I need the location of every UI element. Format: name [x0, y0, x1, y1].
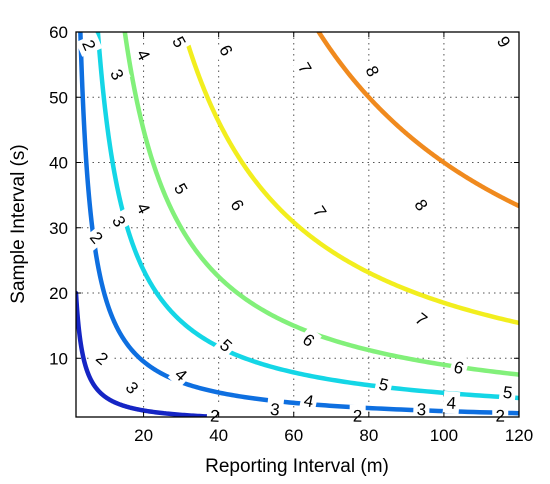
level-label-gap [167, 361, 195, 389]
level-label-group: 4 [298, 388, 319, 414]
level-label-gap [492, 404, 509, 427]
plot-frame [75, 31, 520, 418]
level-label-group: 8 [359, 59, 386, 84]
level-label: 3 [269, 400, 280, 420]
level-label-group: 7 [291, 55, 319, 81]
level-label-gap [349, 404, 366, 427]
level-label-group: 5 [165, 29, 193, 55]
contour-lines [76, 32, 519, 417]
y-tick-label: 50 [49, 88, 68, 107]
y-axis-label: Sample Interval (s) [8, 144, 29, 303]
contour-line-4 [95, 32, 519, 401]
level-label: 5 [377, 375, 390, 396]
y-tick-label: 30 [49, 219, 68, 238]
y-tick-label: 20 [49, 284, 68, 303]
x-tick-label: 20 [134, 426, 153, 445]
contour-line-5 [122, 32, 519, 377]
level-label-group: 4 [130, 196, 157, 221]
level-label-group: 2 [492, 404, 509, 427]
y-tick-label: 40 [49, 154, 68, 173]
level-label-gap [408, 305, 435, 333]
y-tick-label: 60 [49, 23, 68, 42]
level-label-group: 5 [498, 380, 517, 405]
level-label-gap [298, 388, 319, 414]
contour-line-6 [182, 32, 519, 326]
level-label-gap [75, 33, 103, 57]
level-label-group: 3 [265, 397, 285, 421]
level-label-gap [291, 55, 319, 81]
level-label-group: 6 [223, 192, 252, 218]
contour-line-2 [76, 290, 221, 417]
level-label: 3 [416, 400, 426, 419]
level-label: 2 [210, 406, 220, 425]
level-label-gap [223, 192, 252, 218]
level-label-group: 7 [306, 198, 334, 225]
level-label-group: 5 [167, 176, 195, 202]
level-label-group: 6 [295, 326, 322, 354]
level-label-group: 4 [442, 391, 461, 415]
level-label-gap [83, 224, 111, 251]
level-label: 2 [353, 407, 363, 426]
level-label-gap [373, 371, 395, 397]
level-label-group: 4 [167, 361, 195, 389]
y-tick-label: 10 [49, 349, 68, 368]
level-label-group: 2 [206, 404, 224, 428]
level-label-group: 5 [373, 371, 395, 397]
level-label-group: 2 [89, 344, 116, 372]
level-label-group: 3 [412, 397, 430, 421]
contour-line-7 [316, 32, 519, 209]
level-label-gap [130, 42, 157, 67]
x-tick-label: 80 [359, 426, 378, 445]
level-label-group: 9 [490, 29, 518, 55]
level-label-gap [212, 331, 240, 359]
level-label-gap [89, 344, 116, 372]
level-label-gap [490, 29, 518, 55]
level-label-group: 7 [408, 305, 435, 333]
level-label-gap [412, 397, 430, 421]
level-label-gap [105, 208, 133, 234]
level-label: 4 [446, 393, 457, 413]
level-label-group: 2 [75, 33, 103, 57]
level-label-gap [118, 374, 146, 401]
level-label-group: 6 [212, 37, 240, 63]
level-label-group: 3 [105, 208, 133, 234]
x-tick-label: 120 [505, 426, 533, 445]
level-label-group: 2 [83, 224, 111, 251]
level-label-group: 3 [103, 62, 131, 87]
level-label-gap [206, 404, 224, 428]
level-label-gap [359, 59, 386, 84]
level-label-group: 3 [118, 374, 146, 401]
level-label-gap [448, 354, 470, 381]
x-axis-label: Reporting Interval (m) [205, 456, 389, 477]
level-label-group: 5 [212, 331, 240, 359]
level-label-gap [407, 192, 435, 218]
level-label-group: 4 [130, 42, 157, 67]
level-label-gap [265, 397, 285, 421]
level-label-gap [103, 62, 131, 87]
level-label-gap [212, 37, 240, 63]
x-tick-label: 60 [284, 426, 303, 445]
level-label: 5 [502, 383, 514, 403]
level-label-gap [442, 391, 461, 415]
level-label: 4 [302, 391, 315, 411]
level-label-gap [167, 176, 195, 202]
x-tick-label: 40 [209, 426, 228, 445]
level-label-gap [498, 380, 517, 405]
level-label-gap [165, 29, 193, 55]
level-label-group: 8 [407, 192, 435, 218]
x-tick-label: 100 [430, 426, 458, 445]
axis-ticks: 20 40 60 80 100 120 10 20 30 40 50 60 [49, 23, 533, 445]
level-label-group: 6 [448, 354, 470, 381]
level-label: 2 [495, 407, 505, 426]
level-label-gap [295, 326, 322, 354]
level-label-gap [130, 196, 157, 221]
level-label-group: 2 [349, 404, 366, 427]
level-label-gap [306, 198, 334, 225]
